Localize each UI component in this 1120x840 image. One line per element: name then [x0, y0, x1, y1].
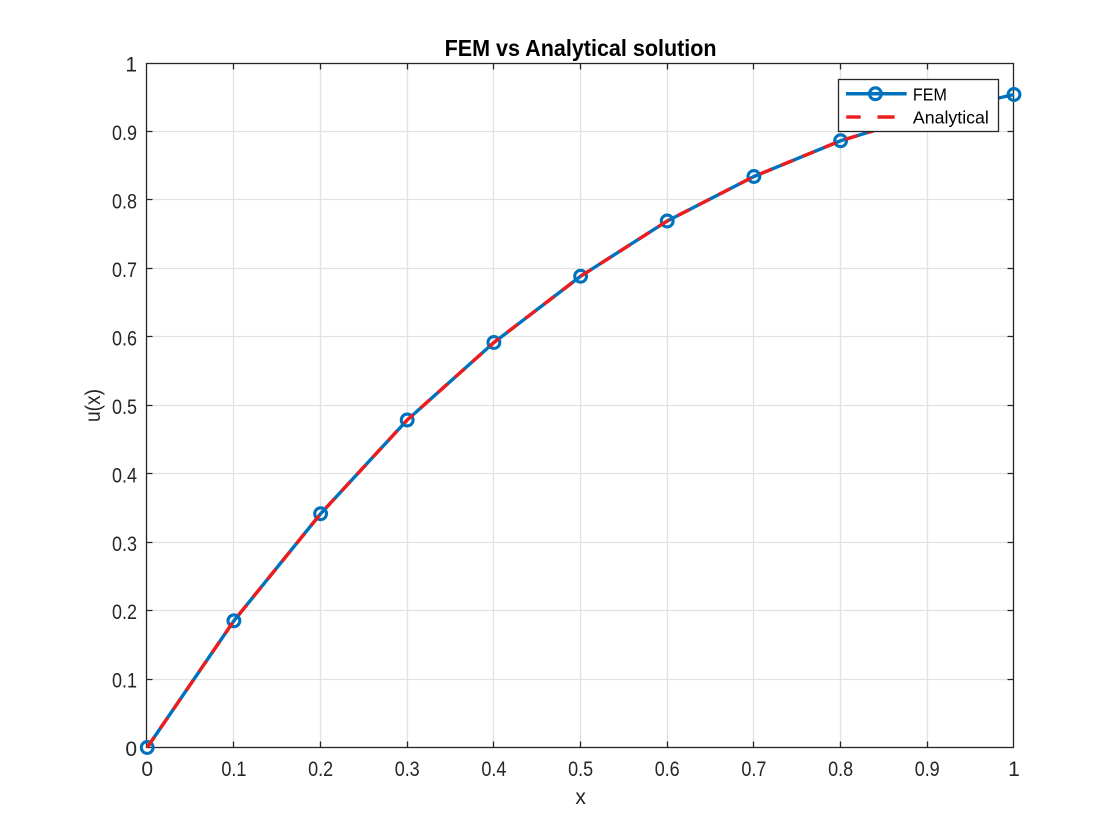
svg-text:0: 0: [125, 738, 137, 761]
svg-text:0.9: 0.9: [915, 758, 940, 781]
svg-text:0.3: 0.3: [395, 758, 420, 781]
svg-text:0.5: 0.5: [112, 396, 137, 419]
svg-text:1: 1: [1008, 758, 1020, 781]
svg-text:0.3: 0.3: [112, 533, 137, 556]
svg-text:0.7: 0.7: [112, 259, 137, 282]
svg-text:0.1: 0.1: [112, 670, 137, 693]
svg-text:0.6: 0.6: [655, 758, 680, 781]
svg-text:0.8: 0.8: [828, 758, 853, 781]
svg-text:FEM: FEM: [913, 85, 947, 105]
svg-text:0.5: 0.5: [568, 758, 593, 781]
svg-text:0.6: 0.6: [112, 327, 137, 350]
svg-text:0.4: 0.4: [112, 464, 137, 487]
svg-text:0: 0: [141, 758, 153, 781]
svg-text:0.4: 0.4: [481, 758, 506, 781]
svg-text:Analytical: Analytical: [913, 108, 989, 128]
svg-text:0.2: 0.2: [112, 601, 137, 624]
svg-text:0.7: 0.7: [741, 758, 766, 781]
svg-text:0.1: 0.1: [221, 758, 246, 781]
svg-text:u(x): u(x): [82, 389, 105, 422]
svg-text:FEM vs Analytical solution: FEM vs Analytical solution: [445, 35, 717, 61]
svg-text:0.2: 0.2: [308, 758, 333, 781]
svg-text:x: x: [575, 786, 586, 809]
svg-text:1: 1: [125, 54, 137, 77]
svg-text:0.8: 0.8: [112, 191, 137, 214]
svg-text:0.9: 0.9: [112, 122, 137, 145]
